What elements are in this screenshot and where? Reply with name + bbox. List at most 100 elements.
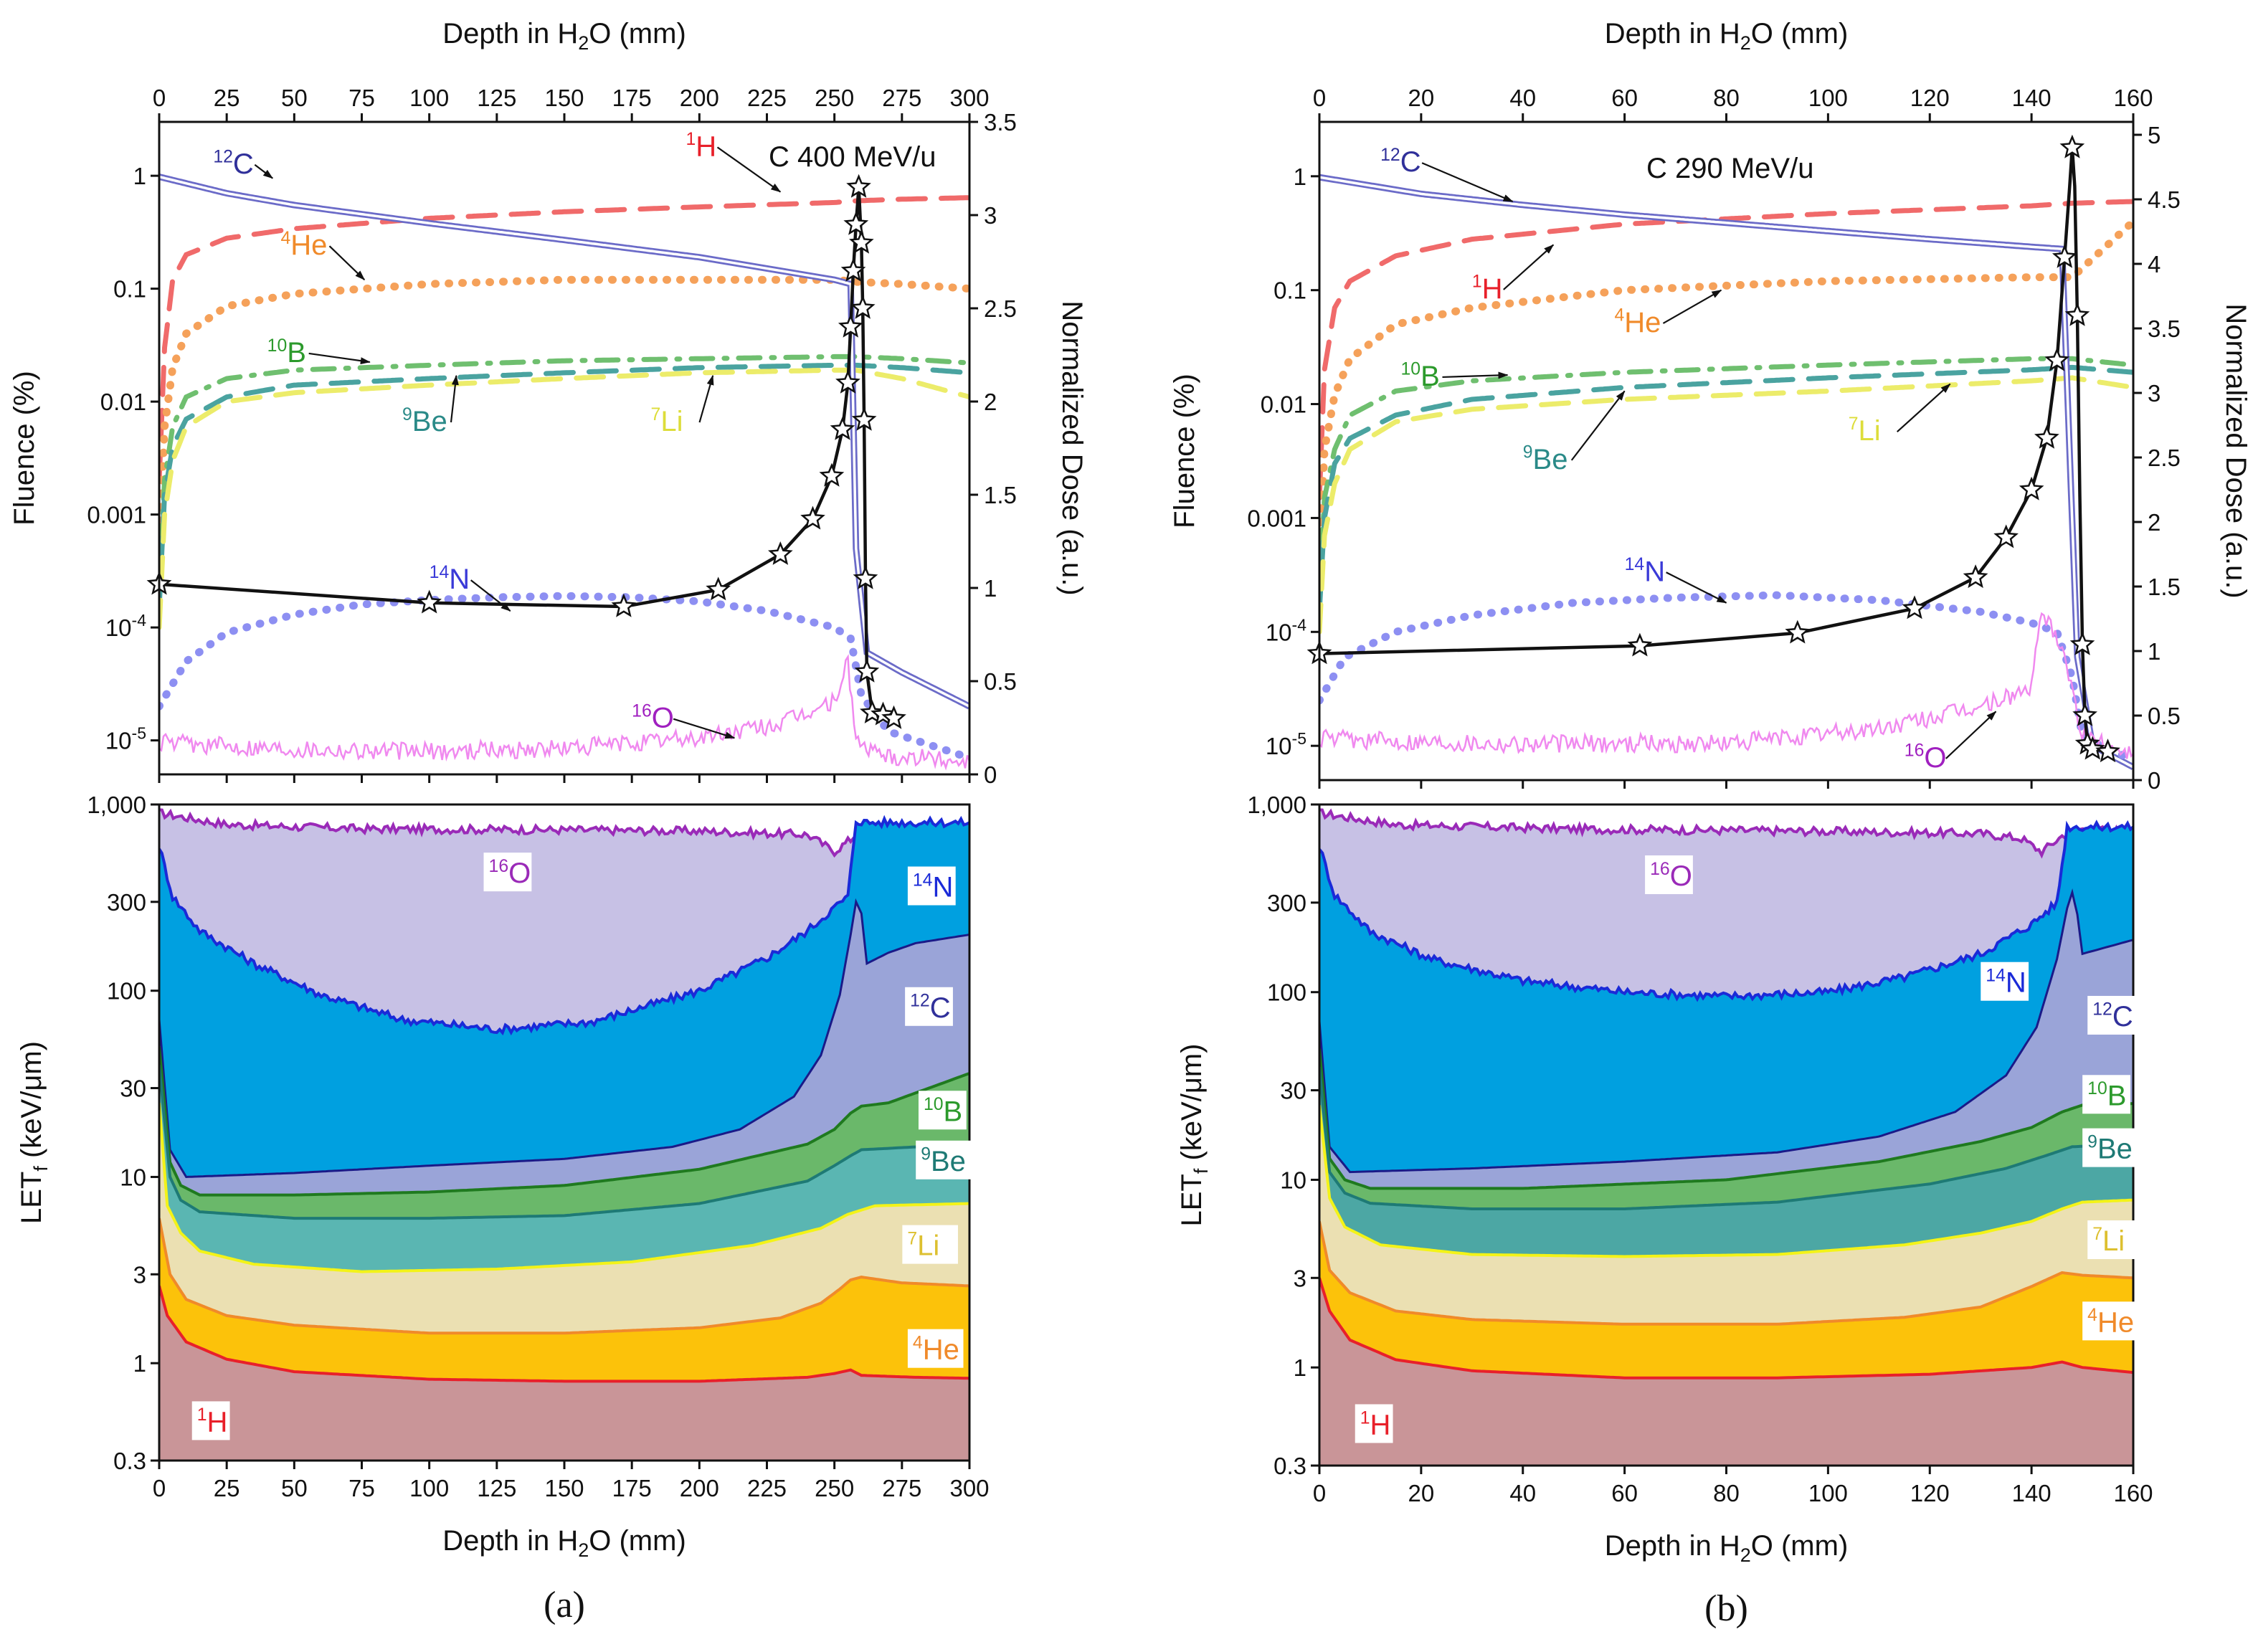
let-y-tick-label: 30 — [120, 1076, 146, 1102]
x-bottom-tick-label: 225 — [747, 1475, 787, 1501]
x-bottom-tick-label: 40 — [1509, 1480, 1536, 1506]
x-bottom-tick-label: 160 — [2113, 1480, 2153, 1506]
let-label-7Li-box — [2087, 1220, 2143, 1260]
let-label-7Li-symbol: Li — [2102, 1225, 2125, 1257]
dose-y-tick-label: 2 — [2148, 509, 2160, 536]
dose-y-tick-label: 2.5 — [2148, 445, 2181, 471]
x-bottom-title: Depth in H2O (mm) — [442, 1525, 686, 1561]
dose-marker — [2064, 302, 2090, 326]
let-label-9Be-box — [2082, 1128, 2138, 1167]
fluence-line-9Be — [159, 362, 969, 610]
x-bottom-title-sub: 2 — [1740, 1544, 1751, 1566]
let-line-16O — [1319, 808, 2133, 859]
fluence-label-14N-text: 14N — [1625, 555, 1665, 587]
x-top-title-a: Depth in H — [1605, 18, 1740, 49]
dose-marker — [851, 407, 877, 431]
let-label-10B: 10B — [2082, 1075, 2130, 1114]
x-top-tick-label: 300 — [949, 85, 989, 111]
dose-marker — [1993, 524, 2019, 549]
let-label-1H-symbol: H — [1370, 1409, 1391, 1440]
x-top-tick-label: 40 — [1509, 85, 1536, 111]
fluence-label-10B-sup: 10 — [267, 336, 288, 356]
let-label-12C-text: 12C — [2092, 1000, 2133, 1032]
x-top-tick-label: 100 — [1808, 85, 1848, 111]
fluence-label-arrow — [716, 146, 782, 193]
fluence-y-tick-exp: -5 — [1292, 729, 1306, 748]
let-y-tick-label: 10 — [1280, 1167, 1306, 1193]
fluence-y-tick-label: 10-5 — [1266, 729, 1306, 759]
fluence-label-1H: 1H — [1472, 272, 1503, 305]
panel-a: 0025255050757510010012512515015017517520… — [9, 18, 1088, 1625]
fluence-label-4He-text: 4He — [1614, 306, 1661, 338]
x-top-tick-label: 120 — [1910, 85, 1950, 111]
x-bottom-tick-label: 20 — [1408, 1480, 1435, 1506]
dose-marker — [840, 257, 866, 282]
let-label-9Be-box — [916, 1140, 972, 1179]
let-label-7Li-sup: 7 — [2092, 1225, 2102, 1244]
x-bottom-tick-label: 50 — [281, 1475, 308, 1501]
dose-marker — [706, 576, 731, 601]
fluence-y-tick-base: 10 — [1266, 619, 1292, 645]
fluence-label-9Be-symbol: Be — [412, 406, 447, 437]
dose-marker — [835, 369, 860, 394]
let-label-16O: 16O — [483, 853, 532, 892]
let-y-title: LETf (keV/μm) — [16, 1041, 52, 1224]
fluence-y-title: Fluence (%) — [9, 371, 40, 526]
fluence-label-12C: 12C — [213, 148, 253, 180]
dose-marker — [2052, 244, 2077, 268]
fluence-frame — [158, 120, 971, 776]
fluence-label-arrow — [308, 352, 371, 365]
fluence-label-1H-text: 1H — [686, 130, 717, 162]
dose-marker — [2059, 134, 2085, 158]
fluence-label-16O-symbol: O — [652, 703, 674, 734]
let-line-7Li — [159, 1102, 969, 1273]
let-label-1H-symbol: H — [207, 1406, 228, 1438]
fluence-label-4He: 4He — [1614, 306, 1661, 338]
fluence-label-9Be-text: 9Be — [1523, 443, 1568, 475]
fluence-y-tick-label: 10-5 — [105, 724, 146, 754]
fluence-y-tick-label: 1 — [133, 163, 146, 189]
fluence-y-tick-label: 10-4 — [1266, 615, 1306, 645]
x-top-tick-label: 175 — [612, 85, 652, 111]
let-line-9Be — [159, 1064, 969, 1220]
dose-y-tick-label: 1.5 — [2148, 574, 2181, 600]
x-top-title-b: O (mm) — [589, 18, 686, 49]
fluence-label-1H-sup: 1 — [686, 130, 696, 149]
let-line-9Be — [1319, 1066, 2133, 1210]
dose-y-tick-label: 3 — [2148, 380, 2160, 407]
dose-marker — [881, 705, 906, 729]
dose-y-tick-label: 0 — [2148, 767, 2160, 794]
fluence-label-arrow — [698, 374, 714, 423]
dose-y-tick-label: 4.5 — [2148, 186, 2181, 213]
panel-caption: (a) — [544, 1585, 585, 1625]
fluence-y-tick-label: 0.01 — [100, 389, 146, 415]
fluence-label-16O: 16O — [632, 701, 674, 734]
let-label-14N-text: 14N — [913, 870, 953, 903]
x-top-tick-label: 100 — [409, 85, 449, 111]
let-label-9Be-sup: 9 — [921, 1145, 931, 1164]
let-label-4He-box — [2082, 1301, 2138, 1341]
fluence-label-14N: 14N — [430, 563, 470, 595]
let-label-4He-box — [907, 1329, 964, 1368]
fluence-label-4He-symbol: He — [290, 229, 327, 261]
let-label-7Li-text: 7Li — [907, 1229, 939, 1261]
x-bottom-tick-label: 175 — [612, 1475, 652, 1501]
fluence-line-16O — [1319, 612, 2133, 759]
x-bottom-tick-label: 80 — [1713, 1480, 1740, 1506]
let-label-10B-box — [2082, 1075, 2130, 1114]
dose-y-tick-label: 2 — [984, 389, 997, 415]
let-y-tick-label: 0.3 — [1273, 1453, 1306, 1479]
dose-marker — [850, 295, 876, 319]
x-bottom-tick-label: 120 — [1910, 1480, 1950, 1506]
dose-marker — [2034, 424, 2059, 449]
let-line-4He — [1319, 1221, 2133, 1326]
fluence-y-tick-label: 0.001 — [1247, 505, 1306, 531]
fluence-label-7Li: 7Li — [651, 405, 683, 437]
let-line-1H — [159, 1285, 969, 1383]
fluence-label-10B: 10B — [267, 336, 306, 369]
dose-marker — [830, 416, 855, 440]
dose-marker — [843, 211, 869, 235]
x-top-tick-label: 80 — [1713, 85, 1740, 111]
fluence-label-14N-symbol: N — [449, 564, 470, 595]
